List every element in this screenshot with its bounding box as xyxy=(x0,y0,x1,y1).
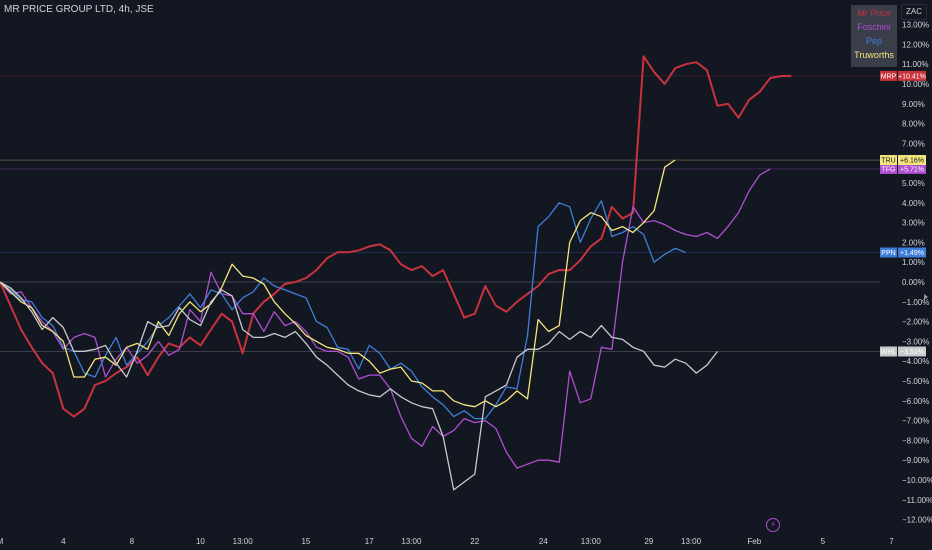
x-tick-label: Feb xyxy=(747,537,761,546)
y-tick-label: −1.00% xyxy=(902,298,929,307)
currency-label[interactable]: ZAC xyxy=(901,4,927,20)
tag-value-whl: −3.51% xyxy=(900,349,924,356)
tag-symbol-mrp: MRP xyxy=(881,73,897,80)
x-tick-label: 7 xyxy=(889,537,894,546)
y-tick-label: −5.00% xyxy=(902,377,929,386)
tag-value-tfg: +5.71% xyxy=(900,166,924,173)
y-tick-label: −10.00% xyxy=(902,476,932,485)
y-tick-label: −8.00% xyxy=(902,436,929,445)
y-axis: 13.00%12.00%11.00%10.00%9.00%8.00%7.00%6… xyxy=(902,21,932,525)
x-tick-label: 8 xyxy=(130,537,135,546)
x-tick-label: 24 xyxy=(539,537,548,546)
y-tick-label: 13.00% xyxy=(902,21,929,30)
legend-item-foschini[interactable]: Foschini xyxy=(857,22,891,32)
tag-value-bg xyxy=(898,70,926,81)
x-tick-label: 5 xyxy=(821,537,826,546)
y-tick-label: 8.00% xyxy=(902,120,925,129)
series-line-mrp xyxy=(0,55,792,418)
tag-value-bg xyxy=(898,346,926,357)
tag-symbol-bg xyxy=(880,70,897,81)
legend-item-pep[interactable]: Pep xyxy=(865,36,882,46)
y-tick-label: 1.00% xyxy=(902,258,925,267)
x-tick-label: 13:00 xyxy=(681,537,702,546)
tag-symbol-ppn: PPN xyxy=(881,250,895,257)
y-tick-label: −12.00% xyxy=(902,516,932,525)
x-tick-label: 13:00 xyxy=(233,537,254,546)
x-tick-label: 15 xyxy=(301,537,310,546)
tag-value-ppn: +1.49% xyxy=(900,250,924,257)
tag-value-tru: +6.16% xyxy=(900,158,924,165)
y-tick-label: −4.00% xyxy=(902,357,929,366)
y-tick-label: 7.00% xyxy=(902,139,925,148)
x-tick-label: 29 xyxy=(644,537,653,546)
y-tick-label: 10.00% xyxy=(902,80,929,89)
y-tick-label: 5.00% xyxy=(902,179,925,188)
tag-value-mrp: +10.41% xyxy=(898,73,926,80)
y-tick-label: 12.00% xyxy=(902,40,929,49)
x-axis: M 4 8 10 13:00 15 17 13:00 22 24 13:00 29 13:00 Feb 5 7 xyxy=(0,537,894,546)
symbol-title[interactable]: MR PRICE GROUP LTD, 4h, JSE xyxy=(4,4,154,15)
x-tick-label: 22 xyxy=(470,537,479,546)
legend-item-truworths[interactable]: Truworths xyxy=(854,50,894,60)
y-tick-label: 3.00% xyxy=(902,219,925,228)
series-line-tru xyxy=(0,159,676,408)
y-tick-label: 9.00% xyxy=(902,100,925,109)
y-tick-label: 4.00% xyxy=(902,199,925,208)
x-tick-label: 10 xyxy=(196,537,205,546)
tag-symbol-bg xyxy=(880,346,897,357)
x-tick-label: 4 xyxy=(61,537,66,546)
y-tick-label: 11.00% xyxy=(902,60,929,69)
tag-symbol-tfg: TFG xyxy=(882,166,896,173)
y-tick-label: −2.00% xyxy=(902,318,929,327)
tag-value-bg xyxy=(898,155,926,166)
y-tick-label: −7.00% xyxy=(902,417,929,426)
flash-icon[interactable]: ⚡ xyxy=(766,518,780,532)
legend-item-mr-price[interactable]: Mr Price xyxy=(857,8,891,18)
tag-symbol-bg xyxy=(880,163,897,174)
legend: Mr Price Foschini Pep Truworths xyxy=(851,5,897,67)
y-tick-label: −11.00% xyxy=(902,496,932,505)
tag-value-bg xyxy=(898,163,926,174)
y-tick-label: 0.00% xyxy=(902,278,925,287)
y-tick-label: −6.00% xyxy=(902,397,929,406)
series-lines xyxy=(0,55,792,491)
y-tick-label: −3.00% xyxy=(902,337,929,346)
x-tick-label: 13:00 xyxy=(581,537,602,546)
tag-value-bg xyxy=(898,247,926,258)
tag-symbol-whl: WHL xyxy=(881,349,897,356)
tag-symbol-tru: TRU xyxy=(881,158,895,165)
y-tick-label: −9.00% xyxy=(902,456,929,465)
series-line-tfg xyxy=(0,168,771,469)
tag-symbol-bg xyxy=(880,155,897,166)
series-line-whl xyxy=(0,281,718,491)
y-tick-label: 2.00% xyxy=(902,238,925,247)
x-tick-label: M xyxy=(0,537,4,546)
cursor-arrow-icon xyxy=(924,294,928,300)
tag-symbol-bg xyxy=(880,247,897,258)
x-tick-label: 13:00 xyxy=(401,537,422,546)
x-tick-label: 17 xyxy=(365,537,374,546)
last-value-tags: MRP +10.41% TFG +5.71% PPN +1.49% TRU +6.16% WHL… xyxy=(880,70,926,357)
series-line-ppn xyxy=(0,200,687,420)
price-level-lines xyxy=(0,75,880,352)
